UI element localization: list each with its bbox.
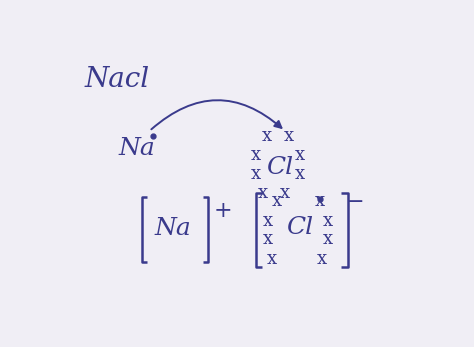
Text: x: x	[295, 165, 305, 183]
Text: x: x	[284, 127, 294, 145]
Text: x: x	[280, 184, 290, 202]
Text: Nacl: Nacl	[85, 66, 150, 93]
Text: Na: Na	[118, 137, 155, 160]
Text: −: −	[346, 191, 365, 213]
Text: x: x	[267, 249, 277, 268]
Text: x: x	[315, 192, 325, 210]
FancyArrowPatch shape	[151, 100, 282, 129]
Text: +: +	[213, 200, 232, 222]
Text: x: x	[251, 165, 261, 183]
Text: x: x	[272, 192, 282, 210]
Text: x: x	[322, 230, 332, 248]
Text: Na: Na	[155, 217, 191, 240]
Text: x: x	[262, 127, 272, 145]
Text: x: x	[322, 212, 332, 230]
Text: x: x	[258, 184, 268, 202]
Text: Cl: Cl	[286, 216, 313, 239]
Text: x: x	[263, 212, 273, 230]
Text: x: x	[263, 230, 273, 248]
Text: x: x	[295, 146, 305, 164]
Text: x: x	[317, 249, 327, 268]
Text: Cl: Cl	[266, 156, 293, 179]
Text: x: x	[251, 146, 261, 164]
